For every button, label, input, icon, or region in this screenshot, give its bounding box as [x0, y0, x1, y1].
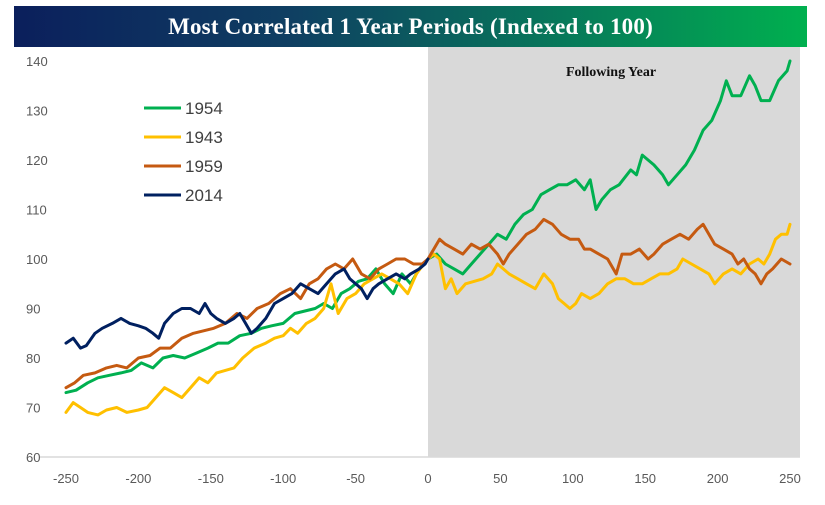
following-year-label: Following Year — [566, 65, 656, 80]
legend-label-1959: 1959 — [185, 157, 223, 176]
x-tick-label: -200 — [125, 471, 151, 486]
series-line-1959 — [64, 217, 792, 390]
series-line-1943 — [64, 222, 792, 417]
y-tick-label: 60 — [26, 450, 40, 465]
legend-label-2014: 2014 — [185, 186, 223, 205]
x-tick-label: 200 — [707, 471, 729, 486]
x-tick-label: 0 — [424, 471, 431, 486]
y-tick-label: 70 — [26, 401, 40, 416]
x-tick-label: 250 — [779, 471, 801, 486]
y-tick-label: 120 — [26, 153, 48, 168]
chart-title-bar: Most Correlated 1 Year Periods (Indexed … — [14, 6, 807, 47]
y-tick-label: 130 — [26, 104, 48, 119]
legend-label-1954: 1954 — [185, 99, 223, 118]
x-tick-label: -100 — [270, 471, 296, 486]
x-tick-label: -250 — [53, 471, 79, 486]
x-tick-label: -150 — [198, 471, 224, 486]
y-tick-label: 80 — [26, 351, 40, 366]
x-tick-label: 150 — [634, 471, 656, 486]
chart-title: Most Correlated 1 Year Periods (Indexed … — [168, 13, 653, 39]
y-tick-label: 110 — [26, 203, 47, 218]
following-year-shade — [428, 47, 800, 457]
x-tick-label: 50 — [493, 471, 507, 486]
y-tick-label: 90 — [26, 302, 40, 317]
y-tick-label: 140 — [26, 54, 48, 69]
series-line-2014 — [64, 257, 430, 350]
x-tick-label: -50 — [346, 471, 365, 486]
legend-label-1943: 1943 — [185, 128, 223, 147]
x-tick-label: 100 — [562, 471, 584, 486]
y-tick-label: 100 — [26, 252, 48, 267]
series-line-1954 — [64, 59, 792, 395]
